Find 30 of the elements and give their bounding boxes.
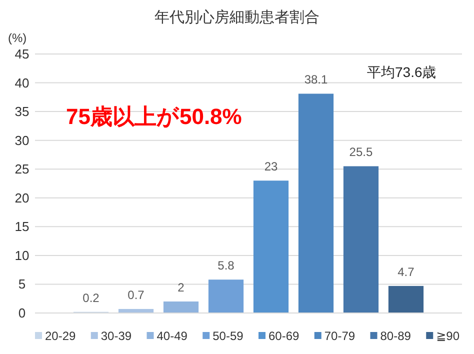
data-label: 5.8: [218, 258, 235, 273]
y-tick-label: 10: [14, 248, 30, 263]
annotation: 75歳以上が50.8%: [66, 104, 242, 129]
chart-title: 年代別心房細動患者割合: [154, 9, 320, 26]
y-tick-label: 20: [14, 190, 30, 206]
data-label: 0.7: [128, 288, 145, 302]
legend-label: 70-79: [324, 329, 356, 343]
y-tick-label: 5: [18, 276, 26, 292]
annotation: 平均73.6歳: [367, 64, 436, 80]
data-label: 2: [178, 280, 185, 294]
y-tick-label: 45: [14, 46, 30, 62]
legend-label: 40-49: [156, 329, 188, 343]
legend-label: 80-89: [380, 329, 412, 343]
legend-label: ≧90: [436, 329, 460, 343]
y-tick-label: 35: [14, 104, 30, 120]
legend-label: 20-29: [45, 329, 76, 343]
y-tick-label: 40: [14, 75, 30, 90]
y-tick-label: 0: [18, 306, 26, 320]
data-label: 0.2: [82, 290, 100, 305]
legend-label: 30-39: [100, 329, 132, 343]
y-axis-title: (%): [8, 31, 27, 45]
legend-label: 50-59: [212, 329, 244, 343]
legend-label: 60-69: [268, 329, 300, 343]
data-label: 38.1: [304, 72, 328, 87]
y-tick-label: 15: [14, 219, 30, 234]
y-tick-label: 25: [14, 162, 30, 177]
y-tick-label: 30: [14, 132, 30, 148]
data-label: 25.5: [349, 145, 373, 160]
data-label: 4.7: [398, 264, 415, 279]
data-label: 23: [264, 160, 278, 174]
